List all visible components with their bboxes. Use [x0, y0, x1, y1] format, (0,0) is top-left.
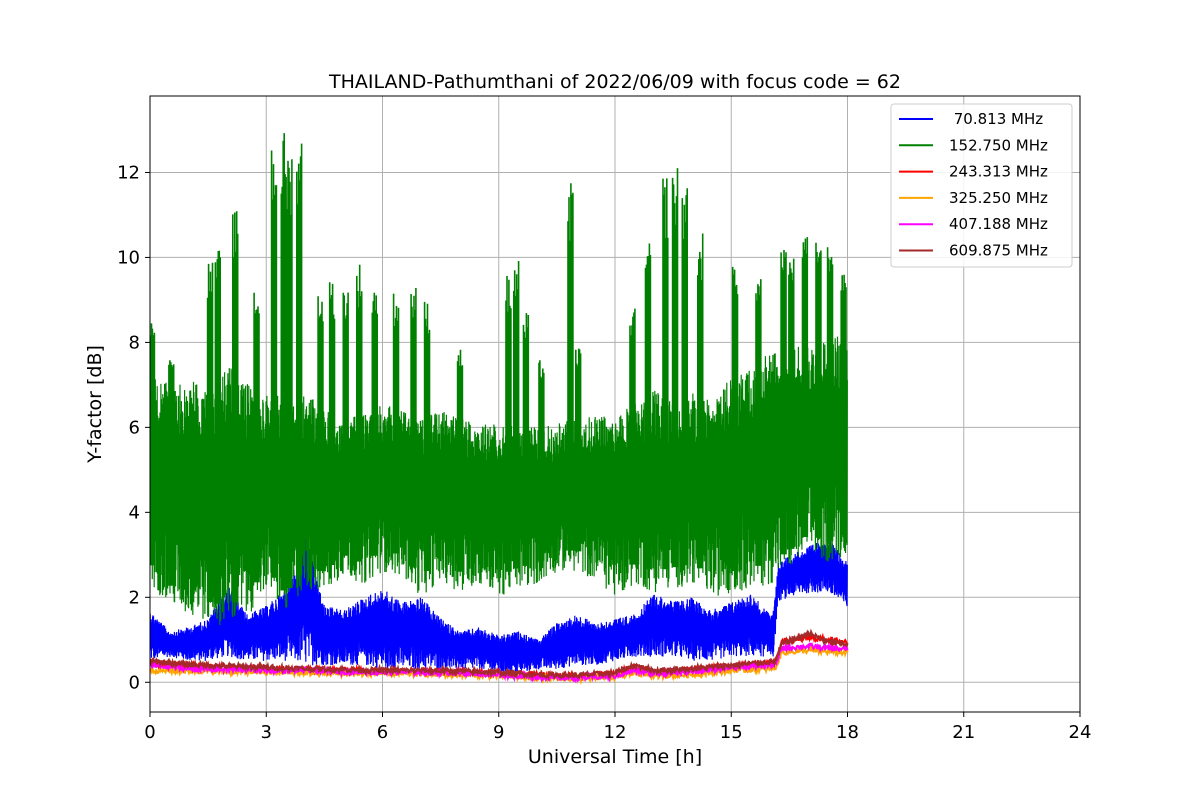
series-spike [671, 168, 679, 568]
series-line [150, 336, 848, 626]
series-spike [296, 143, 303, 576]
series-spike [253, 292, 260, 583]
series-spike [513, 261, 520, 569]
series-spike [286, 159, 293, 588]
series-spike [456, 349, 464, 572]
y-tick-label: 10 [117, 247, 140, 268]
x-tick-label: 18 [836, 722, 859, 743]
series-spike [755, 279, 762, 566]
series-spike [328, 282, 336, 565]
series-spike [410, 288, 417, 568]
series-spike [232, 211, 239, 603]
series-spike [342, 292, 349, 556]
y-axis-label: Y-factor [dB] [84, 345, 106, 464]
series-spike [538, 360, 545, 561]
series-spike [168, 360, 175, 586]
series-spike [423, 301, 431, 571]
series-spike [826, 247, 834, 542]
series-spike [575, 348, 582, 552]
plot-area [150, 133, 849, 685]
y-tick-label: 6 [129, 417, 140, 438]
series-spike [522, 313, 530, 566]
series-spike [788, 258, 795, 549]
x-tick-label: 21 [952, 722, 975, 743]
series-spike [317, 296, 324, 571]
legend-label: 152.750 MHz [949, 136, 1048, 154]
x-tick-label: 6 [377, 722, 388, 743]
series-line [150, 537, 848, 674]
series-spike [214, 250, 221, 604]
series-line [150, 642, 849, 684]
y-tick-label: 12 [117, 162, 140, 183]
series-spike [371, 292, 378, 556]
series-line [150, 628, 849, 681]
x-tick-label: 24 [1069, 722, 1092, 743]
x-tick-label: 0 [144, 722, 155, 743]
series-spike [206, 262, 214, 602]
series-spike [567, 183, 574, 551]
x-tick-label: 3 [261, 722, 272, 743]
series-spike [629, 308, 636, 565]
series-spike [644, 243, 652, 570]
y-tick-label: 2 [129, 587, 140, 608]
series-spike [780, 250, 787, 555]
x-tick-label: 9 [493, 722, 504, 743]
chart-title: THAILAND-Pathumthani of 2022/06/09 with … [328, 71, 901, 93]
series-spike [356, 264, 363, 562]
series-spike [392, 293, 400, 554]
legend-label: 70.813 MHz [949, 110, 1043, 128]
series-spike [801, 237, 809, 537]
series-spike [270, 150, 278, 578]
legend-label: 407.188 MHz [949, 215, 1048, 233]
legend-label: 325.250 MHz [949, 189, 1048, 207]
series-spike [681, 188, 688, 565]
series-spike [662, 178, 669, 570]
y-tick-label: 8 [129, 332, 140, 353]
legend-box [890, 103, 1073, 268]
series-spike [697, 233, 704, 569]
y-tick-label: 4 [129, 502, 140, 523]
x-tick-label: 12 [604, 722, 627, 743]
x-tick-label: 15 [720, 722, 743, 743]
series-spike [840, 274, 847, 536]
y-tick-label: 0 [129, 672, 140, 693]
legend: 70.813 MHz 152.750 MHz 243.313 MHz 325.250 … [890, 103, 1073, 268]
series-spike [280, 133, 287, 591]
x-axis-label: Universal Time [h] [528, 746, 702, 768]
legend-label: 609.875 MHz [949, 242, 1048, 260]
series-spike [815, 242, 822, 538]
series-spike [505, 276, 512, 572]
legend-label: 243.313 MHz [949, 163, 1048, 181]
series-spike [731, 266, 739, 571]
